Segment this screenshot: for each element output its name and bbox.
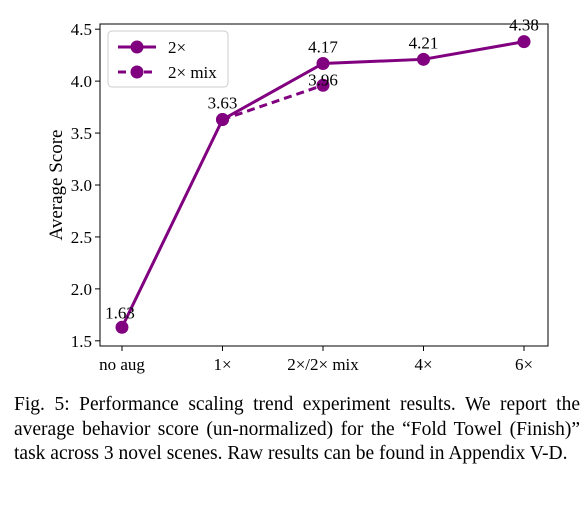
data-label: 4.21 <box>409 33 439 52</box>
data-point-1-1 <box>316 78 330 92</box>
data-point-0-2 <box>316 56 330 70</box>
y-tick-label: 1.5 <box>71 332 92 351</box>
legend-marker-0 <box>130 40 144 54</box>
data-point-0-1 <box>216 113 229 127</box>
legend-marker-1 <box>130 65 144 79</box>
line-chart: 1.5 2.0 2.5 3.0 3.5 4.0 4.5 no aug 1× 2×/2× mix 4×… <box>46 16 549 374</box>
data-point-0-0 <box>115 320 129 334</box>
x-tick-label: no aug <box>99 355 145 374</box>
series-line-1 <box>222 83 324 121</box>
x-tick-label: 6× <box>515 355 533 374</box>
y-tick-label: 2.5 <box>71 228 92 247</box>
y-tick-label: 4.0 <box>71 72 92 91</box>
y-tick-label: 4.5 <box>71 20 92 39</box>
data-label: 3.96 <box>308 70 338 89</box>
y-tick-label: 2.0 <box>71 280 92 299</box>
legend-entry: 2× mix <box>168 63 217 82</box>
data-point-0-3 <box>417 52 430 66</box>
chart: 1.5 2.0 2.5 3.0 3.5 4.0 4.5 no aug 1× 2×/2× mix 4×… <box>46 16 549 374</box>
y-axis-label: Average Score <box>46 130 67 241</box>
x-tick-label: 1× <box>213 355 231 374</box>
data-label: 4.38 <box>509 16 539 35</box>
data-point-0-4 <box>517 35 531 49</box>
y-tick-label: 3.0 <box>71 176 92 195</box>
caption-label: Fig. 5: <box>14 394 70 415</box>
data-label: 1.63 <box>105 303 135 322</box>
y-tick-label: 3.5 <box>71 124 92 143</box>
legend-entry: 2× <box>168 38 186 57</box>
x-tick-label: 2×/2× mix <box>287 355 359 374</box>
data-label: 4.17 <box>308 37 338 56</box>
data-label: 3.63 <box>208 94 238 113</box>
x-tick-label: 4× <box>414 355 432 374</box>
caption-text: Performance scaling trend experiment res… <box>14 394 580 464</box>
figure-caption: Fig. 5: Performance scaling trend experi… <box>14 393 580 467</box>
